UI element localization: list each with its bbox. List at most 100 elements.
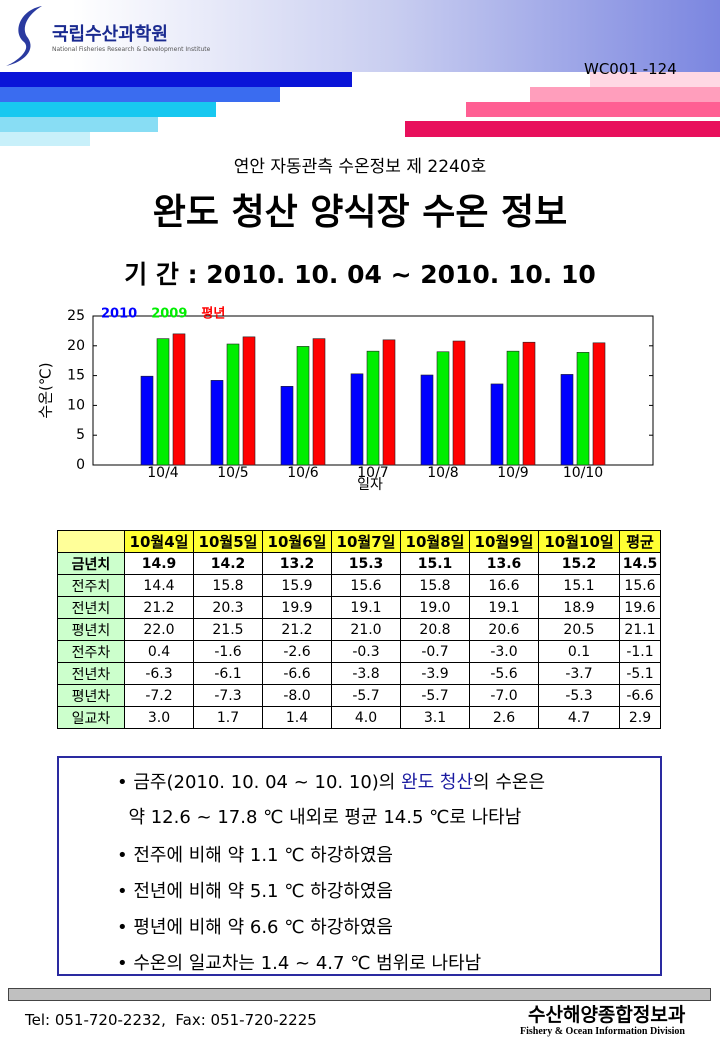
- x-tick-label: 10/8: [427, 465, 458, 481]
- bar: [312, 338, 326, 466]
- header-band: [0, 0, 720, 72]
- cell: 13.6: [469, 552, 539, 575]
- text: 금주(2010. 10. 04 ~ 10. 10)의: [133, 772, 402, 793]
- table-row: 금년치 14.9 14.2 13.2 15.3 15.1 13.6 15.2 14.5: [57, 552, 661, 575]
- table-row: 전년치 21.2 20.3 19.9 19.1 19.0 19.1 18.9 19.6: [57, 596, 661, 619]
- logo-mark: [6, 6, 42, 66]
- bar: [420, 374, 434, 466]
- cell: -3.8: [331, 662, 401, 685]
- highlight: 완도 청산: [401, 772, 474, 793]
- cell: -3.7: [537, 662, 621, 685]
- stripe: [405, 121, 720, 137]
- cell: 15.8: [193, 574, 263, 597]
- cell: -8.0: [262, 684, 332, 707]
- logo-subtitle: National Fisheries Research & Developmen…: [52, 46, 211, 53]
- legend-entry: 2010: [101, 307, 137, 322]
- cell: -1.6: [193, 640, 263, 663]
- legend-entry: 평년: [201, 306, 225, 322]
- cell: -5.6: [469, 662, 539, 685]
- cell: -6.1: [193, 662, 263, 685]
- text: 평년에 비해 약 6.6 ℃ 하강하였음: [133, 917, 393, 938]
- y-tick-label: 10: [67, 397, 85, 413]
- header-row: 10월4일 10월5일 10월6일 10월7일 10월8일 10월9일 10월10일 평균: [57, 530, 661, 553]
- row-label: 전주치: [57, 574, 125, 597]
- y-tick-label: 0: [76, 457, 85, 473]
- cell: 21.5: [193, 618, 263, 641]
- cell: -5.1: [619, 662, 661, 685]
- period: 기 간 : 2010. 10. 04 ~ 2010. 10. 10: [124, 260, 596, 289]
- cell: -6.3: [124, 662, 194, 685]
- data-table: 10월4일 10월5일 10월6일 10월7일 10월8일 10월9일 10월10일 평균 금년…: [57, 530, 661, 729]
- cell: -5.7: [331, 684, 401, 707]
- cell: 21.1: [619, 618, 661, 641]
- row-label: 전년차: [57, 662, 125, 685]
- cell: 21.0: [331, 618, 401, 641]
- summary-bullet: • 전주에 비해 약 1.1 ℃ 하강하였음: [117, 845, 393, 866]
- x-tick-label: 10/5: [217, 465, 248, 481]
- row-label: 전년치: [57, 596, 125, 619]
- table-row: 전주차 0.4 -1.6 -2.6 -0.3 -0.7 -3.0 0.1 -1.1: [57, 640, 661, 663]
- cell: 1.7: [193, 706, 263, 729]
- x-tick-label: 10/7: [357, 465, 388, 481]
- cell: 14.4: [124, 574, 194, 597]
- bar: [560, 374, 574, 466]
- bar: [366, 350, 380, 466]
- table-row: 전주치 14.4 15.8 15.9 15.6 15.8 16.6 15.1 15.6: [57, 574, 661, 597]
- title: 완도 청산 양식장 수온 정보: [152, 192, 568, 233]
- cell: 21.2: [124, 596, 194, 619]
- doc-code: WC001 -124: [584, 60, 677, 78]
- cell: 0.1: [537, 640, 621, 663]
- cell: -3.0: [469, 640, 539, 663]
- column-header: 10월10일: [537, 530, 621, 553]
- cell: -0.3: [331, 640, 401, 663]
- column-header: 10월6일: [262, 530, 332, 553]
- cell: 14.2: [193, 552, 263, 575]
- stripe: [590, 72, 720, 87]
- cell: 16.6: [469, 574, 539, 597]
- cell: 3.0: [124, 706, 194, 729]
- summary-bullet: • 수온의 일교차는 1.4 ~ 4.7 ℃ 범위로 나타남: [117, 953, 482, 974]
- y-tick-label: 25: [67, 308, 85, 324]
- x-axis-label: 일자: [357, 477, 383, 493]
- bar: [490, 383, 504, 466]
- y-tick-label: 15: [67, 368, 85, 384]
- stripe: [0, 132, 90, 146]
- summary-bullet: • 평년에 비해 약 6.6 ℃ 하강하였음: [117, 917, 393, 938]
- summary-lead: • 금주(2010. 10. 04 ~ 10. 10)의 완도 청산의 수온은: [117, 772, 546, 793]
- division-en: Fishery & Ocean Information Division: [520, 1026, 685, 1037]
- cell: -5.7: [400, 684, 470, 707]
- row-label: 일교차: [57, 706, 125, 729]
- column-header: 10월8일: [400, 530, 470, 553]
- cell: 1.4: [262, 706, 332, 729]
- cell: 19.1: [469, 596, 539, 619]
- column-header: 10월4일: [124, 530, 194, 553]
- row-label: 전주차: [57, 640, 125, 663]
- summary-lead-cont: 약 12.6 ~ 17.8 ℃ 내외로 평균 14.5 ℃로 나타남: [117, 803, 521, 829]
- summary-bullet: • 전년에 비해 약 5.1 ℃ 하강하였음: [117, 881, 393, 902]
- corner-cell: [57, 530, 125, 553]
- cell: 15.8: [400, 574, 470, 597]
- bar: [296, 346, 310, 466]
- cell: 15.1: [400, 552, 470, 575]
- cell: 15.2: [537, 552, 621, 575]
- bar: [522, 341, 536, 466]
- bar: [382, 339, 396, 466]
- cell: -2.6: [262, 640, 332, 663]
- cell: 20.5: [537, 618, 621, 641]
- stripe: [0, 117, 158, 132]
- footer-bar: [8, 988, 711, 1001]
- stripe: [530, 87, 720, 102]
- bar: [140, 375, 154, 466]
- x-tick-label: 10/6: [287, 465, 319, 481]
- bar: [280, 386, 294, 466]
- cell: 15.6: [619, 574, 661, 597]
- cell: 15.9: [262, 574, 332, 597]
- stripe: [0, 72, 352, 87]
- table-row: 일교차 3.0 1.7 1.4 4.0 3.1 2.6 4.7 2.9: [57, 706, 661, 729]
- cell: 14.9: [124, 552, 194, 575]
- cell: 19.6: [619, 596, 661, 619]
- cell: -7.2: [124, 684, 194, 707]
- cell: 19.0: [400, 596, 470, 619]
- row-label: 평년치: [57, 618, 125, 641]
